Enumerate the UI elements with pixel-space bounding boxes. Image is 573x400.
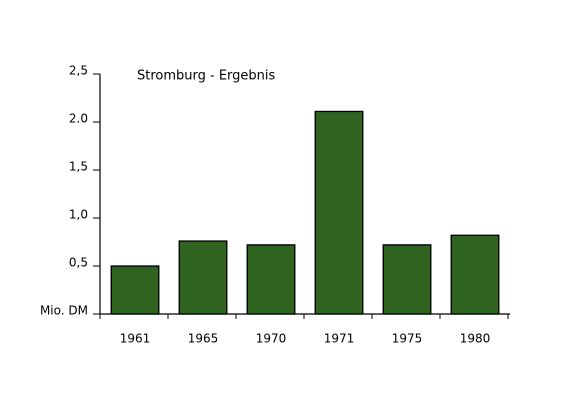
bar [246, 244, 296, 315]
x-tick-label: 1980 [460, 332, 491, 346]
x-tick-label: 1971 [324, 332, 355, 346]
bar [178, 240, 228, 315]
y-tick-label: Mio. DM [40, 304, 88, 318]
y-tick-label: 2.0 [69, 112, 88, 126]
y-tick-label: 1,5 [69, 160, 88, 174]
y-tick-label: 1,0 [69, 208, 88, 222]
bar [450, 234, 500, 315]
x-tick-label: 1965 [188, 332, 219, 346]
x-tick-label: 1975 [392, 332, 423, 346]
x-tick-label: 1961 [120, 332, 151, 346]
y-tick-label: 0,5 [69, 256, 88, 270]
bar [382, 244, 432, 315]
bar [110, 265, 160, 315]
y-tick-label: 2,5 [69, 64, 88, 78]
x-tick-label: 1970 [256, 332, 287, 346]
chart-title: Stromburg - Ergebnis [137, 69, 276, 84]
bar [314, 110, 364, 315]
